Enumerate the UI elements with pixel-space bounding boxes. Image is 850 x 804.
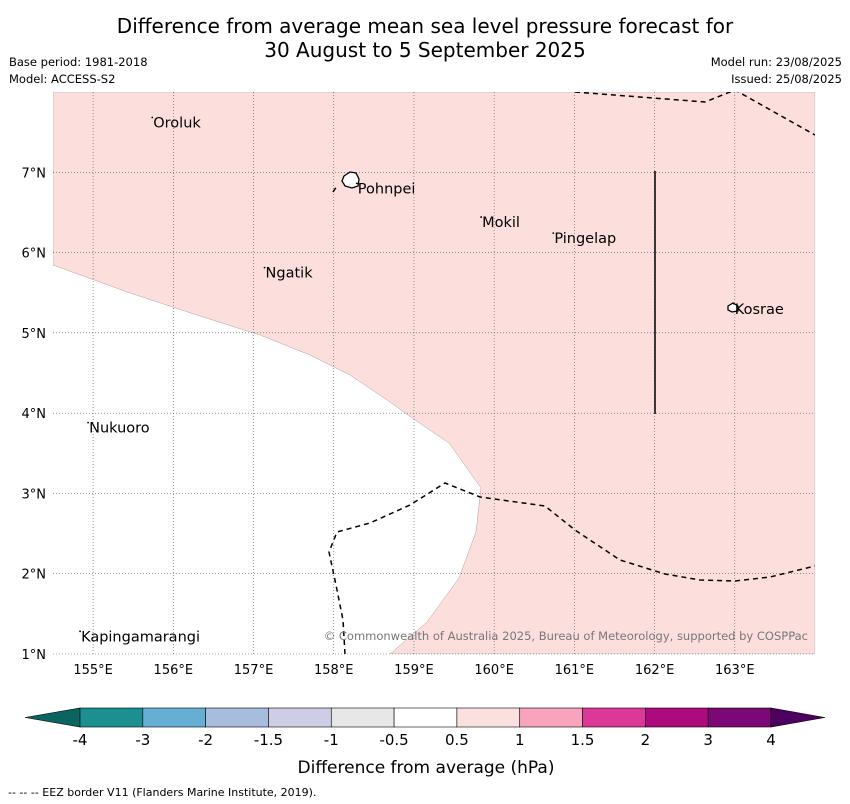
lat-tick-label: 2°N [22,568,47,583]
lat-tick-label: 4°N [22,407,47,422]
colorbar: -4 -3 -2 -1.5 -1 -0.5 0.5 1 1.5 2 3 4 [24,707,826,749]
colorbar-segment [330,707,395,728]
place-marker [355,182,358,185]
lat-tick-label: 5°N [22,327,47,342]
map-field [53,92,815,654]
place-label: Mokil [482,215,520,231]
place-label: Pohnpei [358,181,416,197]
lat-tick-label: 3°N [22,487,47,502]
place-marker [480,216,483,218]
place-marker [87,421,89,424]
graticule: 155°E 156°E 157°E 158°E 159°E 160°E 161°E 162°E… [22,92,815,678]
place-marker [552,232,555,235]
place-labels: Oroluk Pohnpei Mokil Pingelap Ngatik Kosrae Nu… [79,116,784,645]
pohnpei-island [341,171,360,189]
colorbar-tick-label: 2 [641,731,651,749]
colorbar-segment [707,707,772,728]
place-label: Ngatik [266,266,314,282]
colorbar-segment [205,707,269,728]
colorbar-over-arrow [770,707,826,728]
colorbar-under-arrow [24,707,81,728]
lon-tick-label: 156°E [154,663,194,678]
colorbar-segment [79,707,144,728]
place-marker [263,266,266,269]
meta-left: Base period: 1981-2018 Model: ACCESS-S2 [9,54,148,88]
model-run: Model run: 23/08/2025 [710,55,842,69]
lon-tick-label: 162°E [635,663,675,678]
lon-tick-label: 160°E [474,663,514,678]
model-name: Model: ACCESS-S2 [9,72,116,86]
place-label: Oroluk [153,116,201,132]
colorbar-tick-label: -0.5 [379,731,408,749]
colorbar-tick-label: 3 [703,731,713,749]
lon-tick-label: 161°E [555,663,595,678]
eez-border-west [332,185,338,193]
colorbar-tick-label: -3 [135,731,150,749]
copyright-text: © Commonwealth of Australia 2025, Bureau… [324,629,808,643]
lon-tick-label: 155°E [73,663,113,678]
colorbar-segment [582,707,646,728]
meta-right: Model run: 23/08/2025 Issued: 25/08/2025 [711,54,842,88]
colorbar-tick-label: 1.5 [571,731,595,749]
place-marker [732,302,735,305]
lon-tick-label: 163°E [715,663,755,678]
colorbar-tick-label: 0.5 [445,731,469,749]
colorbar-tick-label: 1 [515,731,525,749]
place-marker [151,116,154,119]
lat-tick-label: 6°N [22,247,47,262]
lon-tick-label: 158°E [314,663,354,678]
base-period: Base period: 1981-2018 [9,55,148,69]
footer-note: -- -- -- EEZ border V11 (Flanders Marine… [8,786,317,799]
kosrae-island [727,302,739,313]
colorbar-tick-label: -1.5 [254,731,283,749]
colorbar-segment [268,707,332,728]
lat-tick-label: 1°N [22,648,47,663]
lon-tick-label: 159°E [394,663,434,678]
colorbar-segment [645,707,709,728]
place-marker [79,630,81,633]
colorbar-tick-label: -2 [198,731,213,749]
eez-border-south [328,482,815,654]
place-label: Nukuoro [89,421,150,437]
colorbar-tick-label: -1 [324,731,339,749]
colorbar-tick-label: -4 [73,731,88,749]
place-label: Kosrae [735,302,784,318]
place-label: Pingelap [554,231,616,247]
title-line-1: Difference from average mean sea level p… [116,14,734,38]
colorbar-label: Difference from average (hPa) [298,758,555,778]
place-label: Kapingamarangi [81,629,200,645]
colorbar-segment [142,707,206,728]
colorbar-segment [456,707,521,728]
title-line-2: 30 August to 5 September 2025 [264,38,586,62]
eez-border-north [574,92,815,136]
colorbar-tick-label: 4 [766,731,776,749]
positive-anomaly-region [53,92,815,654]
lon-tick-label: 157°E [234,663,274,678]
lat-tick-label: 7°N [22,166,47,181]
colorbar-segment [519,707,583,728]
issued-date: Issued: 25/08/2025 [731,72,842,86]
eez-borders [328,92,815,654]
colorbar-segment [393,707,458,728]
